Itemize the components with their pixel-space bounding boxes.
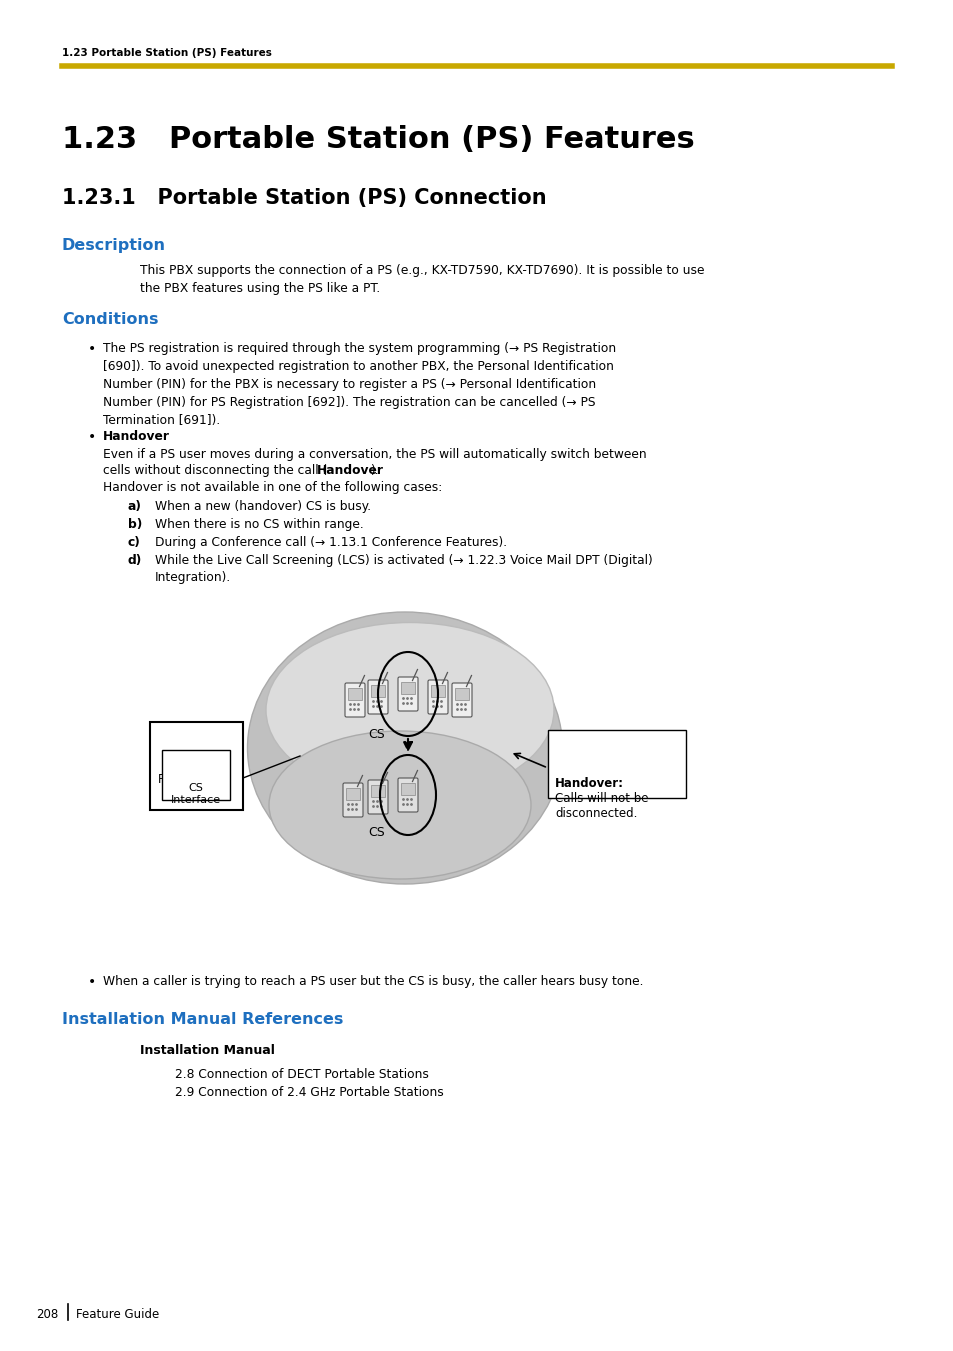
Text: •: •: [88, 975, 96, 989]
Text: 1.23.1   Portable Station (PS) Connection: 1.23.1 Portable Station (PS) Connection: [62, 188, 546, 208]
FancyBboxPatch shape: [452, 684, 472, 717]
FancyBboxPatch shape: [400, 784, 415, 794]
Text: c): c): [128, 536, 141, 549]
FancyBboxPatch shape: [397, 778, 417, 812]
FancyBboxPatch shape: [397, 677, 417, 711]
Text: Installation Manual References: Installation Manual References: [62, 1012, 343, 1027]
Ellipse shape: [269, 731, 531, 880]
Text: •: •: [88, 430, 96, 444]
Text: CS: CS: [189, 784, 203, 793]
Text: Handover: Handover: [103, 430, 170, 443]
Text: Handover is not available in one of the following cases:: Handover is not available in one of the …: [103, 481, 442, 494]
Text: 2.9 Connection of 2.4 GHz Portable Stations: 2.9 Connection of 2.4 GHz Portable Stati…: [174, 1086, 443, 1098]
FancyBboxPatch shape: [162, 750, 230, 800]
Text: When there is no CS within range.: When there is no CS within range.: [154, 517, 363, 531]
Text: Installation Manual: Installation Manual: [140, 1044, 274, 1056]
Text: CS: CS: [368, 728, 384, 740]
Text: 2.8 Connection of DECT Portable Stations: 2.8 Connection of DECT Portable Stations: [174, 1069, 429, 1081]
Text: b): b): [128, 517, 142, 531]
FancyBboxPatch shape: [371, 785, 385, 797]
Text: Integration).: Integration).: [154, 571, 231, 584]
Text: ).: ).: [370, 463, 378, 477]
Ellipse shape: [266, 623, 554, 797]
FancyBboxPatch shape: [371, 685, 385, 697]
FancyBboxPatch shape: [346, 788, 359, 800]
FancyBboxPatch shape: [150, 721, 243, 811]
FancyBboxPatch shape: [547, 730, 685, 798]
Text: •: •: [88, 342, 96, 357]
Ellipse shape: [247, 612, 562, 884]
Text: 1.23 Portable Station (PS) Features: 1.23 Portable Station (PS) Features: [62, 49, 272, 58]
FancyBboxPatch shape: [343, 784, 363, 817]
Text: Calls will not be: Calls will not be: [555, 792, 648, 805]
FancyBboxPatch shape: [455, 688, 469, 700]
Text: 208: 208: [35, 1308, 58, 1321]
Text: PBX: PBX: [158, 773, 181, 786]
Text: Handover:: Handover:: [555, 777, 623, 790]
Text: a): a): [128, 500, 142, 513]
Text: d): d): [128, 554, 142, 567]
Text: Interface: Interface: [171, 794, 221, 805]
Text: During a Conference call (→ 1.13.1 Conference Features).: During a Conference call (→ 1.13.1 Confe…: [154, 536, 507, 549]
Text: When a caller is trying to reach a PS user but the CS is busy, the caller hears : When a caller is trying to reach a PS us…: [103, 975, 643, 988]
FancyBboxPatch shape: [400, 682, 415, 693]
Text: Feature Guide: Feature Guide: [76, 1308, 159, 1321]
FancyBboxPatch shape: [428, 680, 448, 713]
Text: Even if a PS user moves during a conversation, the PS will automatically switch : Even if a PS user moves during a convers…: [103, 449, 646, 461]
Text: cells without disconnecting the call (: cells without disconnecting the call (: [103, 463, 327, 477]
FancyBboxPatch shape: [348, 688, 361, 700]
Text: This PBX supports the connection of a PS (e.g., KX-TD7590, KX-TD7690). It is pos: This PBX supports the connection of a PS…: [140, 263, 703, 295]
FancyBboxPatch shape: [431, 685, 444, 697]
Text: Conditions: Conditions: [62, 312, 158, 327]
Text: While the Live Call Screening (LCS) is activated (→ 1.22.3 Voice Mail DPT (Digit: While the Live Call Screening (LCS) is a…: [154, 554, 652, 567]
Text: When a new (handover) CS is busy.: When a new (handover) CS is busy.: [154, 500, 371, 513]
FancyBboxPatch shape: [368, 780, 388, 815]
Text: 1.23   Portable Station (PS) Features: 1.23 Portable Station (PS) Features: [62, 126, 694, 154]
Text: Handover: Handover: [316, 463, 384, 477]
FancyBboxPatch shape: [368, 680, 388, 713]
Text: The PS registration is required through the system programming (→ PS Registratio: The PS registration is required through …: [103, 342, 616, 427]
FancyArrowPatch shape: [404, 739, 412, 750]
FancyBboxPatch shape: [345, 684, 365, 717]
Text: CS: CS: [368, 825, 384, 839]
Text: disconnected.: disconnected.: [555, 807, 637, 820]
Text: Description: Description: [62, 238, 166, 253]
